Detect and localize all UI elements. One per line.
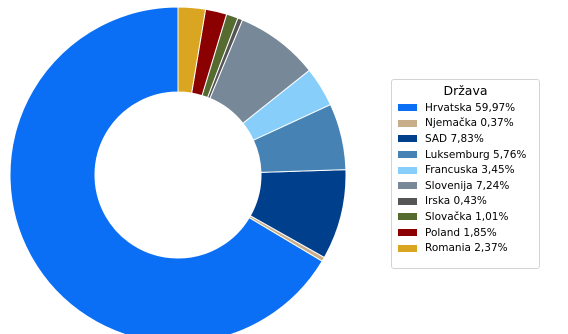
slice-romania xyxy=(177,6,207,94)
donut-slices xyxy=(9,6,347,334)
legend-label: Poland 1,85% xyxy=(425,226,497,239)
slice-hrvatska xyxy=(9,6,323,334)
legend-swatch xyxy=(398,213,417,221)
legend-label: Romania 2,37% xyxy=(425,242,508,255)
legend-swatch xyxy=(398,135,417,143)
legend-entries: Hrvatska 59,97% Njemačka 0,37% SAD 7,83% Lu… xyxy=(398,100,533,256)
legend: Država Hrvatska 59,97% Njemačka 0,37% SAD … xyxy=(391,79,540,269)
legend-label: Luksemburg 5,76% xyxy=(425,148,527,161)
legend-label: Slovačka 1,01% xyxy=(425,210,509,223)
legend-label: Slovenija 7,24% xyxy=(425,179,510,192)
legend-entry: Irska 0,43% xyxy=(398,194,533,210)
legend-entry: Slovenija 7,24% xyxy=(398,178,533,194)
legend-entry: Poland 1,85% xyxy=(398,225,533,241)
legend-swatch xyxy=(398,166,417,174)
legend-swatch xyxy=(398,197,417,205)
legend-entry: Slovačka 1,01% xyxy=(398,209,533,225)
legend-entry: Hrvatska 59,97% xyxy=(398,100,533,116)
legend-entry: Njemačka 0,37% xyxy=(398,116,533,132)
legend-label: Francuska 3,45% xyxy=(425,164,515,177)
legend-swatch xyxy=(398,119,417,127)
legend-swatch xyxy=(398,229,417,237)
legend-entry: Romania 2,37% xyxy=(398,240,533,256)
legend-label: Njemačka 0,37% xyxy=(425,117,514,130)
legend-label: SAD 7,83% xyxy=(425,132,484,145)
legend-entry: SAD 7,83% xyxy=(398,131,533,147)
legend-label: Irska 0,43% xyxy=(425,195,487,208)
legend-swatch xyxy=(398,104,417,112)
legend-entry: Francuska 3,45% xyxy=(398,162,533,178)
legend-entry: Luksemburg 5,76% xyxy=(398,147,533,163)
legend-swatch xyxy=(398,182,417,190)
legend-swatch xyxy=(398,151,417,159)
legend-swatch xyxy=(398,244,417,252)
legend-label: Hrvatska 59,97% xyxy=(425,101,516,114)
legend-title: Država xyxy=(443,83,488,98)
